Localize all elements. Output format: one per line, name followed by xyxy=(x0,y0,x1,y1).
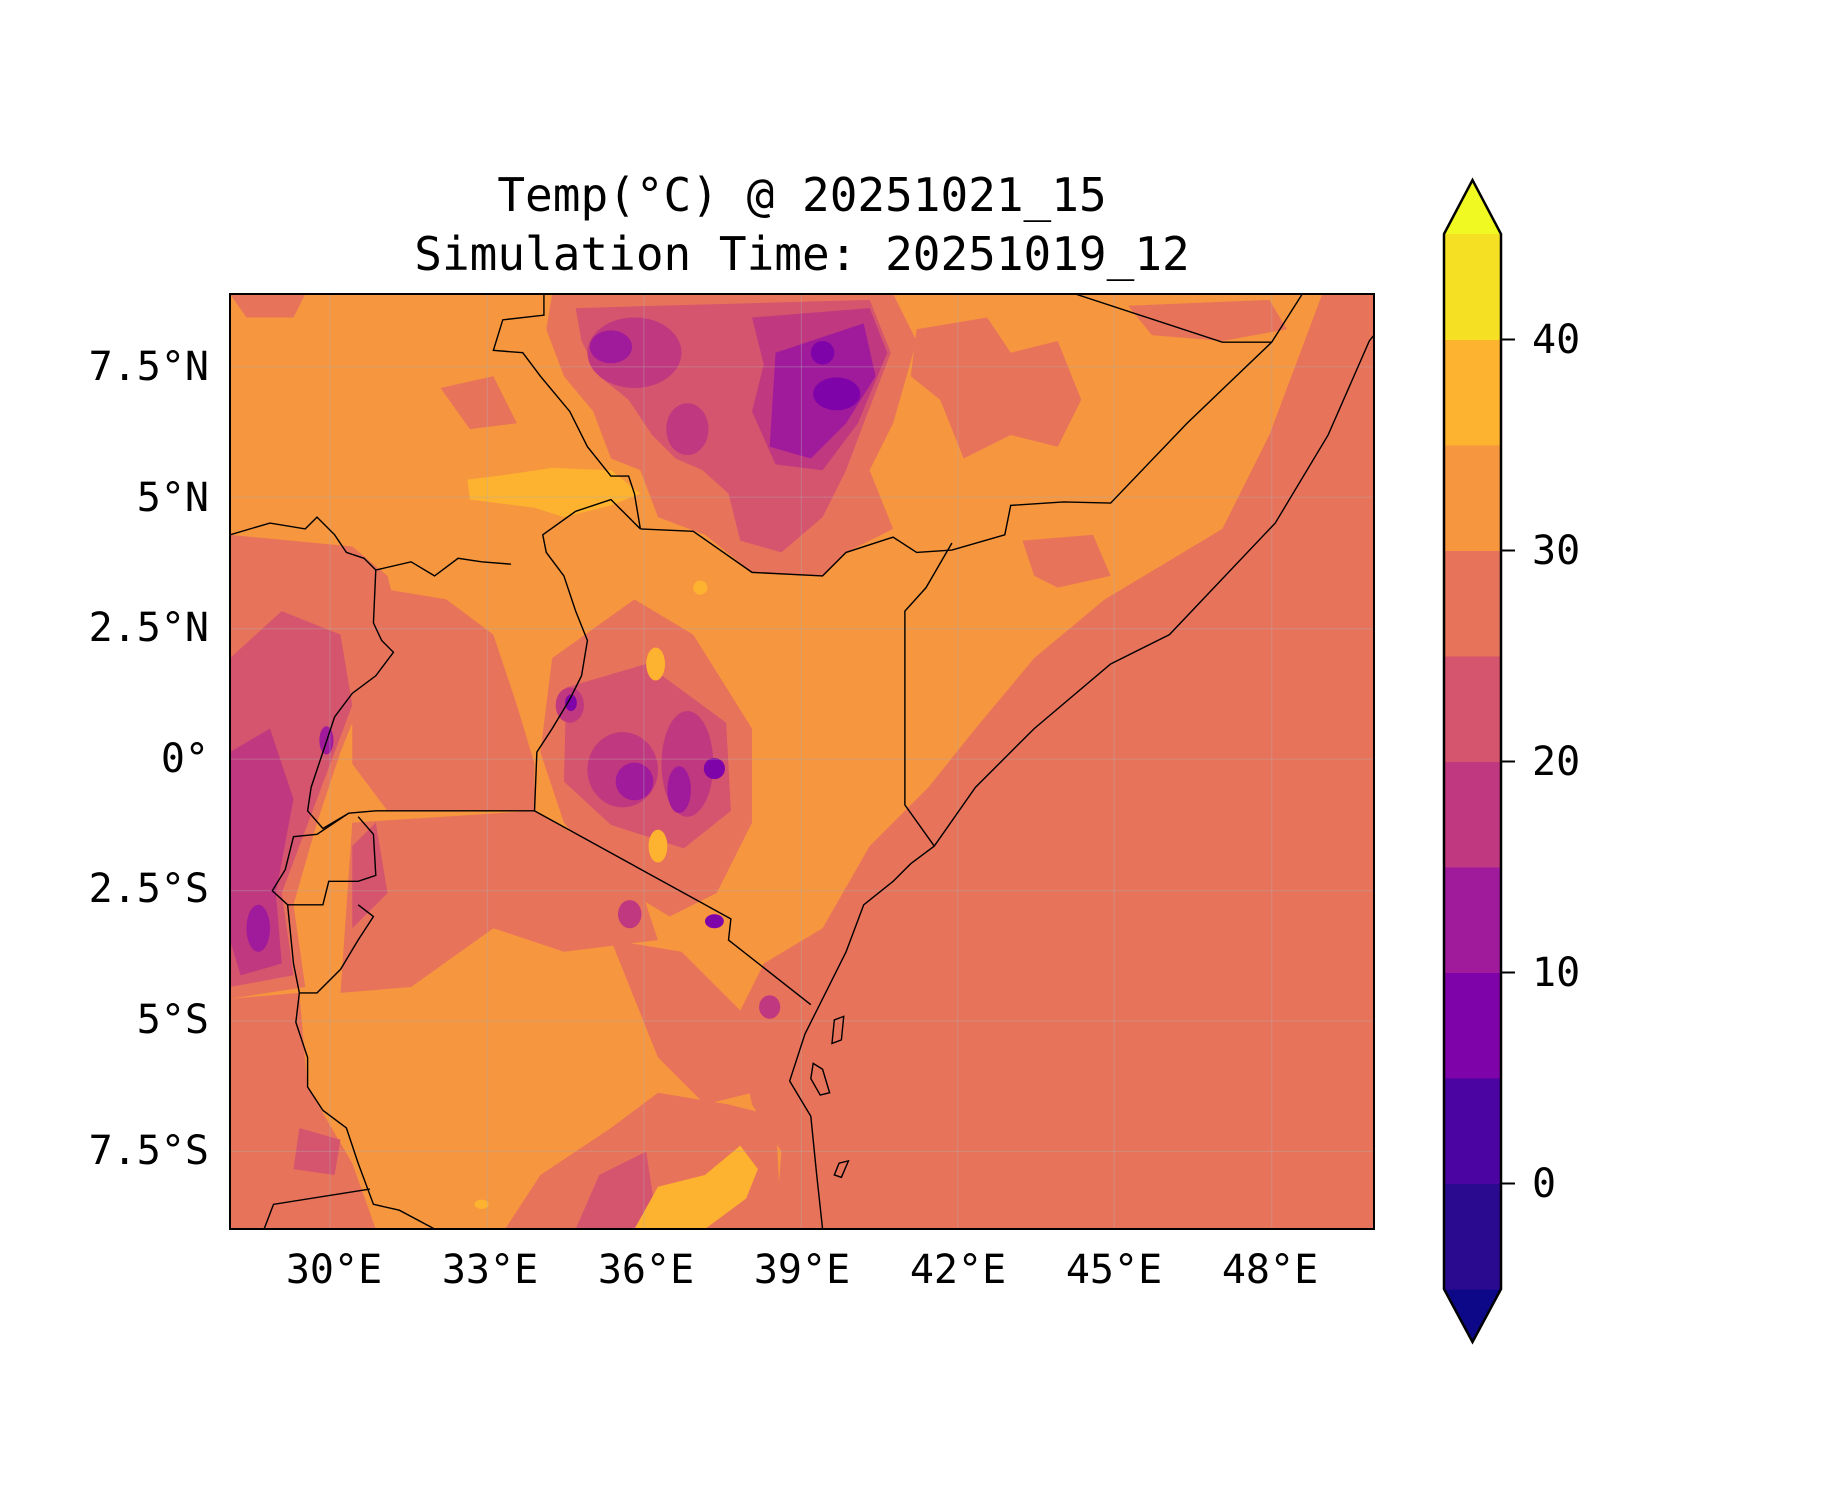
colorbar-tick-label: 30 xyxy=(1532,527,1581,574)
border-tanganyika xyxy=(286,904,375,994)
island-mafia xyxy=(833,1159,850,1179)
y-tick-label: 0° xyxy=(160,735,209,782)
colorbar-band xyxy=(1444,339,1501,446)
colorbar-outline xyxy=(1442,177,1503,1345)
colorbar-under-extension xyxy=(1444,1289,1501,1342)
x-tick-label: 33°E xyxy=(441,1247,539,1293)
colorbar xyxy=(1442,177,1515,1345)
colorbar-band xyxy=(1444,234,1501,340)
y-tick-label: 7.5°S xyxy=(88,1127,209,1174)
border-kenya-ethiopia xyxy=(640,294,1303,577)
y-tick-label: 5°S xyxy=(136,997,209,1044)
temperature-map xyxy=(230,294,1374,1229)
x-tick-label: 45°E xyxy=(1065,1247,1163,1293)
contour-5-10 xyxy=(565,340,861,929)
colorbar-band xyxy=(1444,972,1501,1079)
colorbar-band xyxy=(1444,656,1501,762)
colorbar-tick-label: 10 xyxy=(1532,949,1581,996)
y-tick-label: 2.5°N xyxy=(88,605,209,652)
y-tick-label: 5°N xyxy=(136,474,209,521)
y-tick-label: 2.5°S xyxy=(88,866,209,913)
border-kenya-tanzania xyxy=(534,810,812,1006)
colorbar-tick-label: 20 xyxy=(1532,738,1581,785)
coastline xyxy=(788,334,1374,1229)
coastal-strip-25-30 xyxy=(734,294,1370,1229)
x-tick-label: 30°E xyxy=(285,1247,383,1293)
colorbar-tick-label: 0 xyxy=(1532,1160,1557,1207)
colorbar-tick-label: 40 xyxy=(1532,316,1581,363)
border-kenya-somalia xyxy=(904,542,953,847)
island-pemba xyxy=(831,1015,845,1045)
island-zanzibar xyxy=(810,1062,831,1096)
colorbar-band xyxy=(1444,1078,1501,1184)
x-tick-label: 36°E xyxy=(597,1247,695,1293)
chart-title-line1: Temp(°C) @ 20251021_15 xyxy=(497,168,1107,222)
colorbar-band xyxy=(1444,1183,1501,1290)
y-tick-label: 7.5°N xyxy=(88,344,209,391)
borders xyxy=(230,294,1374,1229)
border-rwanda-burundi xyxy=(271,812,377,906)
colorbar-band xyxy=(1444,550,1501,657)
colorbar-over-extension xyxy=(1444,180,1501,234)
colorbar-band xyxy=(1444,445,1501,551)
chart-title-line2: Simulation Time: 20251019_12 xyxy=(414,227,1190,281)
border-zambia xyxy=(263,1188,371,1229)
x-tick-label: 48°E xyxy=(1221,1247,1319,1293)
x-tick-label: 39°E xyxy=(753,1247,851,1293)
gridlines xyxy=(230,294,1374,1229)
border-tanzania-west xyxy=(295,992,435,1229)
colorbar-band xyxy=(1444,761,1501,868)
land-field-30-35 xyxy=(230,294,1370,1229)
border-ethiopia-somaliland xyxy=(1075,294,1272,343)
x-tick-label: 42°E xyxy=(909,1247,1007,1293)
border-uganda-north xyxy=(230,516,512,577)
border-kenya-uganda xyxy=(533,498,641,811)
border-south-sudan-ethiopia xyxy=(492,294,642,530)
colorbar-band xyxy=(1444,867,1501,973)
